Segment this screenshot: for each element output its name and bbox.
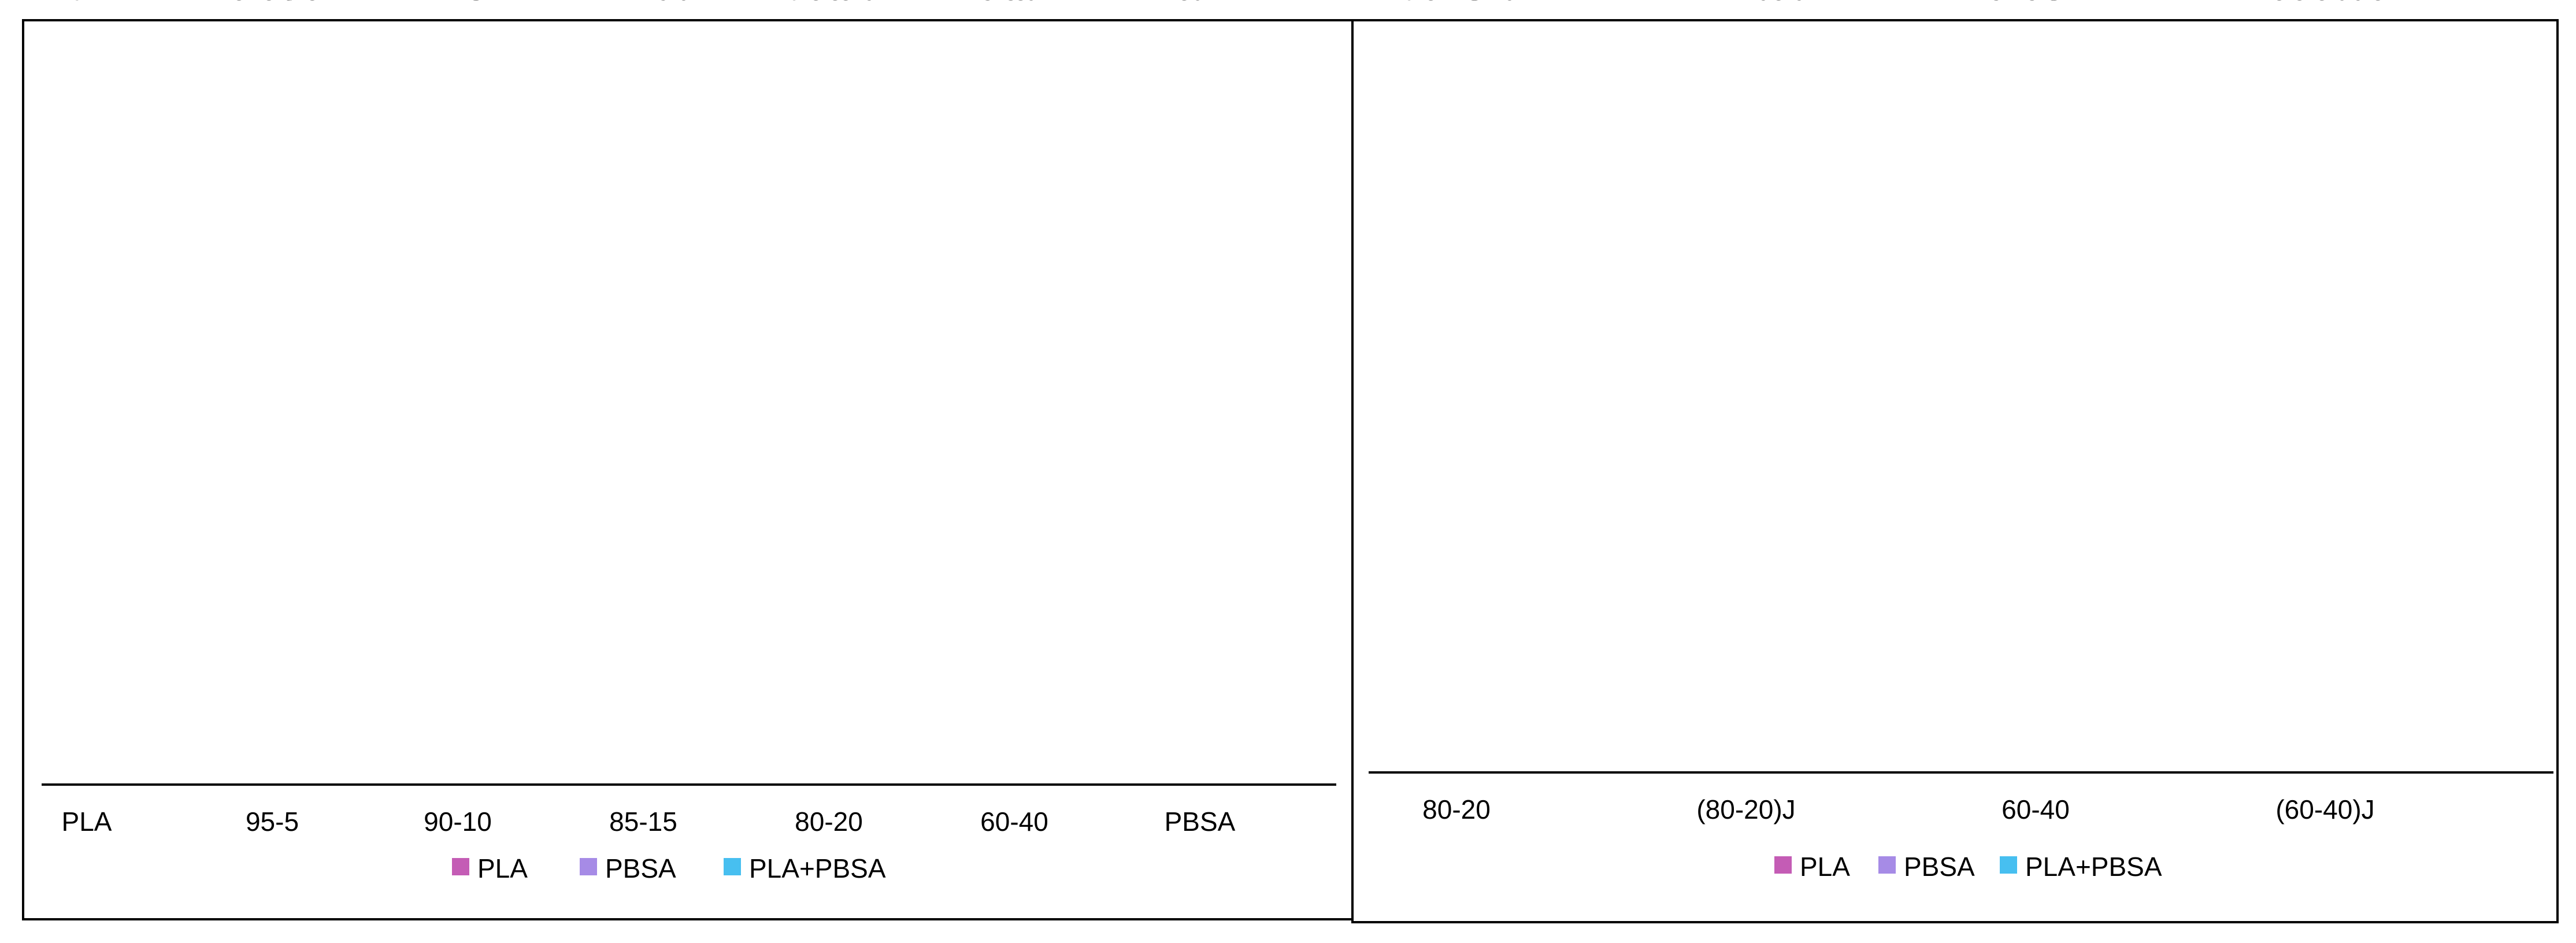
data-label-pla-pbsa-80-20: 31.6	[828, 0, 876, 5]
data-label-pla-pbsa-80-20: 31.6	[1469, 0, 1516, 5]
data-label-pla-pbsa-60-40: 32.4	[2048, 0, 2095, 5]
category-label-60-40: 60-40	[2002, 794, 2070, 824]
data-label-pbsa-60-40: 25.0	[991, 0, 1038, 5]
data-label-pbsa-80-20-j: 21.6	[1722, 0, 1770, 5]
data-label-pbsa-95-5: 23.9	[249, 0, 296, 5]
data-label-pbsa-pbsa: 30.1	[1177, 0, 1225, 5]
data-label-pla-80-20-j: 2.1	[1693, 0, 1727, 5]
legend-swatch-pla	[452, 858, 469, 875]
legend-swatch-pla-pbsa	[2000, 856, 2017, 874]
data-label-pla-80-20: 7.3	[1404, 0, 1437, 5]
data-label-pla-pbsa-60-40: 32.4	[1014, 0, 1061, 5]
legend-label-pla: PLA	[477, 853, 528, 883]
legend-label-pla: PLA	[1800, 852, 1850, 882]
category-label-85-15: 85-15	[609, 807, 677, 837]
data-label-pla-80-20: 7.3	[789, 0, 822, 5]
data-label-pbsa-60-40-j: 23.0	[2301, 0, 2349, 5]
data-label-pla-60-40-j: 3.3	[2273, 0, 2306, 5]
data-label-pla-60-40: 15.2	[968, 0, 1015, 5]
data-label-pla-pbsa-95-5: 27.3	[272, 0, 319, 5]
data-label-pla-90-10: 4.4	[418, 0, 451, 5]
legend-label-pla-pbsa: PLA+PBSA	[2025, 852, 2162, 882]
data-label-pla-pbsa-85-15: 28.6	[643, 0, 690, 5]
category-label-80-20: 80-20	[795, 807, 863, 837]
legend-label-pbsa: PBSA	[605, 853, 676, 883]
legend-swatch-pbsa	[580, 858, 597, 875]
legend-label-pbsa: PBSA	[1904, 852, 1975, 882]
category-label-pla: PLA	[62, 807, 112, 837]
category-label-80-20: 80-20	[1422, 794, 1491, 824]
data-label-pla-85-15: 4.4	[603, 0, 637, 5]
left-chart: 2.7PLA3.423.927.395-54.424.629.190-104.4…	[22, 0, 1354, 920]
legend-swatch-pla	[1774, 856, 1792, 874]
data-label-pla-95-5: 3.4	[232, 0, 266, 5]
data-label-pla-60-40: 15.2	[1976, 0, 2023, 5]
category-label-95-5: 95-5	[246, 807, 299, 837]
legend-swatch-pla-pbsa	[724, 858, 741, 875]
panel-frame	[1351, 19, 2559, 923]
data-label-pbsa-90-10: 24.6	[434, 0, 481, 5]
category-label-pbsa: PBSA	[1165, 807, 1236, 837]
category-label-60-40: 60-40	[980, 807, 1048, 837]
category-label-80-20-j: (80-20)J	[1696, 794, 1795, 824]
legend-swatch-pbsa	[1878, 856, 1896, 874]
data-label-pbsa-60-40: 25.0	[2012, 0, 2059, 5]
data-label-pla-pbsa-90-10: 29.1	[457, 0, 505, 5]
data-label-pbsa-80-20: 24.3	[805, 0, 853, 5]
category-label-90-10: 90-10	[424, 807, 492, 837]
right-chart: 7.324.331.680-202.121.623.6(80-20)J15.22…	[1351, 0, 2559, 923]
data-label-pbsa-85-15: 24.2	[620, 0, 667, 5]
data-label-pla-pbsa-60-40-j: 26.3	[2337, 0, 2385, 5]
category-label-60-40-j: (60-40)J	[2275, 794, 2374, 824]
data-label-pla-pla: 2.7	[51, 0, 85, 5]
legend-label-pla-pbsa: PLA+PBSA	[749, 853, 886, 883]
data-label-pbsa-80-20: 24.3	[1433, 0, 1480, 5]
data-label-pla-pbsa-80-20-j: 23.6	[1758, 0, 1806, 5]
